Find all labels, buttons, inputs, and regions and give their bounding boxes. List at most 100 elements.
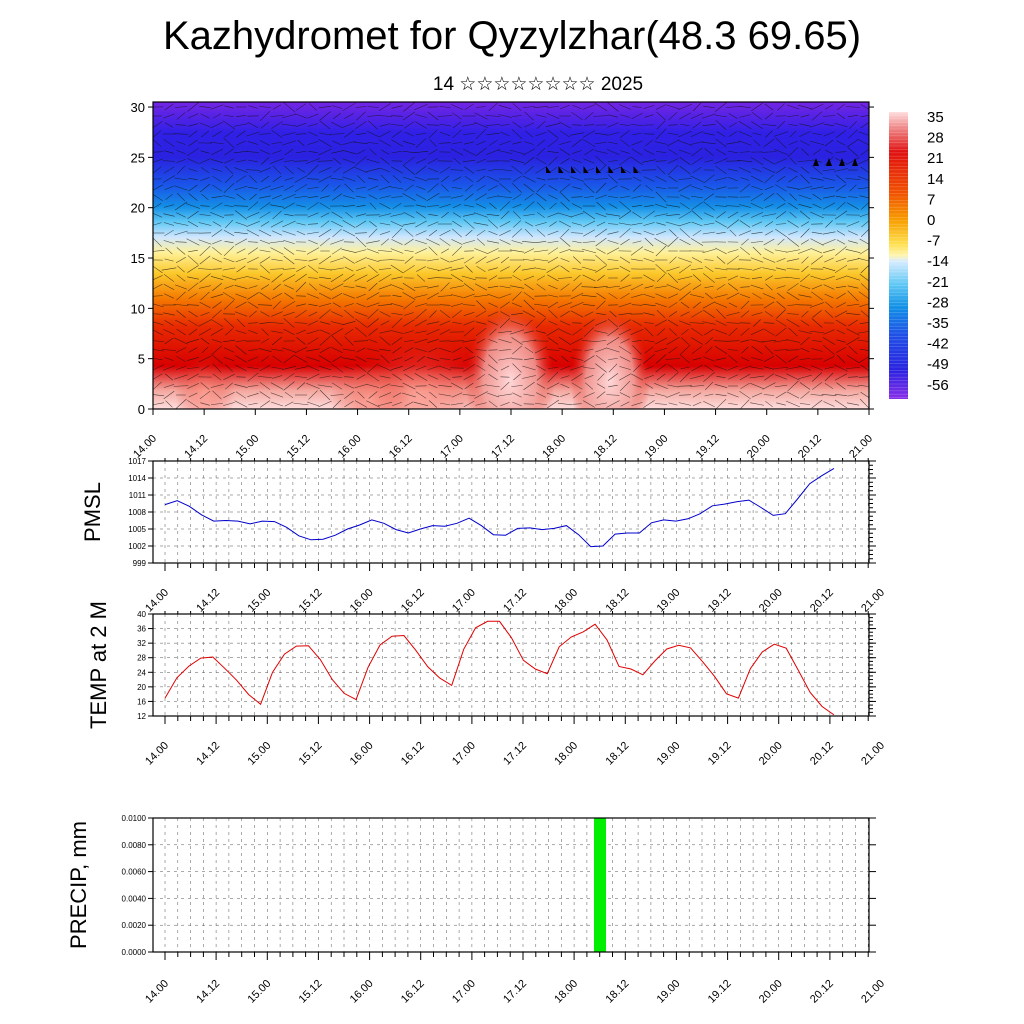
wind-vector: [452, 246, 462, 256]
wind-vector: [438, 393, 452, 397]
wind-vector: [609, 310, 617, 318]
wind-vector: [596, 221, 606, 227]
wind-vector: [608, 141, 618, 145]
wind-vector: [775, 184, 787, 192]
wind-vector: [498, 104, 512, 110]
wind-vector: [762, 257, 776, 263]
wind-vector: [319, 346, 331, 354]
colorbar-label: 14: [927, 171, 944, 188]
wind-vector: [618, 319, 632, 327]
wind-vector: [153, 237, 162, 247]
wind-vector: [402, 222, 416, 226]
wind-vector: [319, 389, 331, 401]
wind-vector: [164, 337, 174, 345]
wind-vector: [509, 149, 525, 155]
wind-vector: [402, 282, 416, 292]
wind-vector: [281, 123, 297, 127]
wind-vector: [667, 158, 679, 164]
wind-vector: [547, 247, 559, 255]
wind-vector: [534, 303, 548, 307]
wind-vector: [787, 304, 799, 306]
wind-vector: [498, 114, 512, 118]
wind-vector: [858, 158, 869, 165]
wind-vector: [463, 312, 475, 316]
wind-vector: [691, 210, 703, 220]
wind-vector: [738, 167, 752, 173]
wind-vector: [655, 264, 667, 274]
wind-vector: [163, 329, 175, 335]
wind-vector: [332, 302, 342, 308]
wind-vector: [259, 211, 271, 219]
wind-vector: [665, 358, 681, 360]
wind-vector: [750, 402, 764, 406]
wind-vector: [355, 249, 367, 253]
wind-vector: [367, 185, 379, 191]
wind-vector: [764, 366, 774, 370]
wind-vector: [692, 274, 702, 282]
wind-vector: [836, 184, 846, 192]
wind-vector: [355, 133, 367, 135]
wind-vector: [476, 300, 486, 310]
wind-vector: [187, 210, 199, 220]
wind-vector: [319, 284, 331, 290]
wind-vector: [187, 373, 199, 381]
wind-vector: [200, 150, 210, 154]
wind-vector: [235, 301, 247, 309]
wind-vector: [354, 400, 368, 408]
wind-vector: [714, 158, 728, 164]
wind-vector: [715, 138, 727, 148]
heatmap-x-tick-label: 19.00: [643, 433, 671, 461]
wind-vector: [581, 340, 597, 342]
wind-vector: [211, 345, 223, 355]
wind-vector: [787, 220, 799, 228]
wind-vector: [500, 124, 510, 126]
wind-vector: [630, 246, 644, 256]
wind-vector: [390, 284, 404, 290]
wind-vector: [596, 313, 606, 315]
wind-vector: [571, 203, 583, 209]
wind-vector: [318, 400, 332, 408]
wind-vector: [377, 401, 393, 407]
wind-vector: [511, 358, 523, 360]
wind-vector: [200, 130, 210, 138]
wind-vector: [212, 363, 222, 373]
wind-vector: [620, 274, 630, 282]
wind-vector: [428, 246, 438, 256]
wind-vector: [452, 121, 462, 129]
wind-vector: [643, 274, 655, 282]
wind-vector: [822, 231, 836, 235]
wind-vector: [462, 363, 476, 373]
wind-vector: [727, 275, 739, 281]
wind-vector: [548, 356, 558, 362]
wind-vector: [704, 148, 714, 156]
wind-vector: [524, 141, 534, 145]
wind-vector: [355, 156, 367, 166]
wind-vector: [402, 140, 416, 146]
wind-vector: [596, 300, 606, 310]
wind-vector: [177, 265, 185, 273]
wind-vector: [368, 282, 378, 292]
wind-vector: [343, 293, 355, 299]
heatmap-x-tick-label: 17.00: [438, 433, 466, 461]
wind-vector: [378, 250, 392, 252]
wind-vector: [619, 156, 631, 166]
wind-vector: [644, 327, 654, 337]
wind-vector: [618, 312, 632, 316]
wind-vector: [463, 240, 475, 244]
wind-vector: [523, 183, 535, 193]
wind-vector: [199, 158, 211, 164]
temp-x-tick-label: 14.12: [194, 740, 222, 768]
wind-vector: [353, 340, 369, 342]
wind-vector: [620, 401, 630, 407]
wind-vector: [786, 291, 800, 301]
wind-vector: [535, 131, 547, 137]
wind-vector: [835, 195, 847, 199]
wind-vector: [607, 327, 619, 337]
wind-vector: [343, 205, 355, 207]
wind-vector: [488, 364, 498, 372]
wind-vector: [618, 328, 632, 336]
wind-vector: [235, 293, 247, 299]
wind-vector: [798, 203, 812, 209]
wind-vector: [319, 375, 331, 379]
